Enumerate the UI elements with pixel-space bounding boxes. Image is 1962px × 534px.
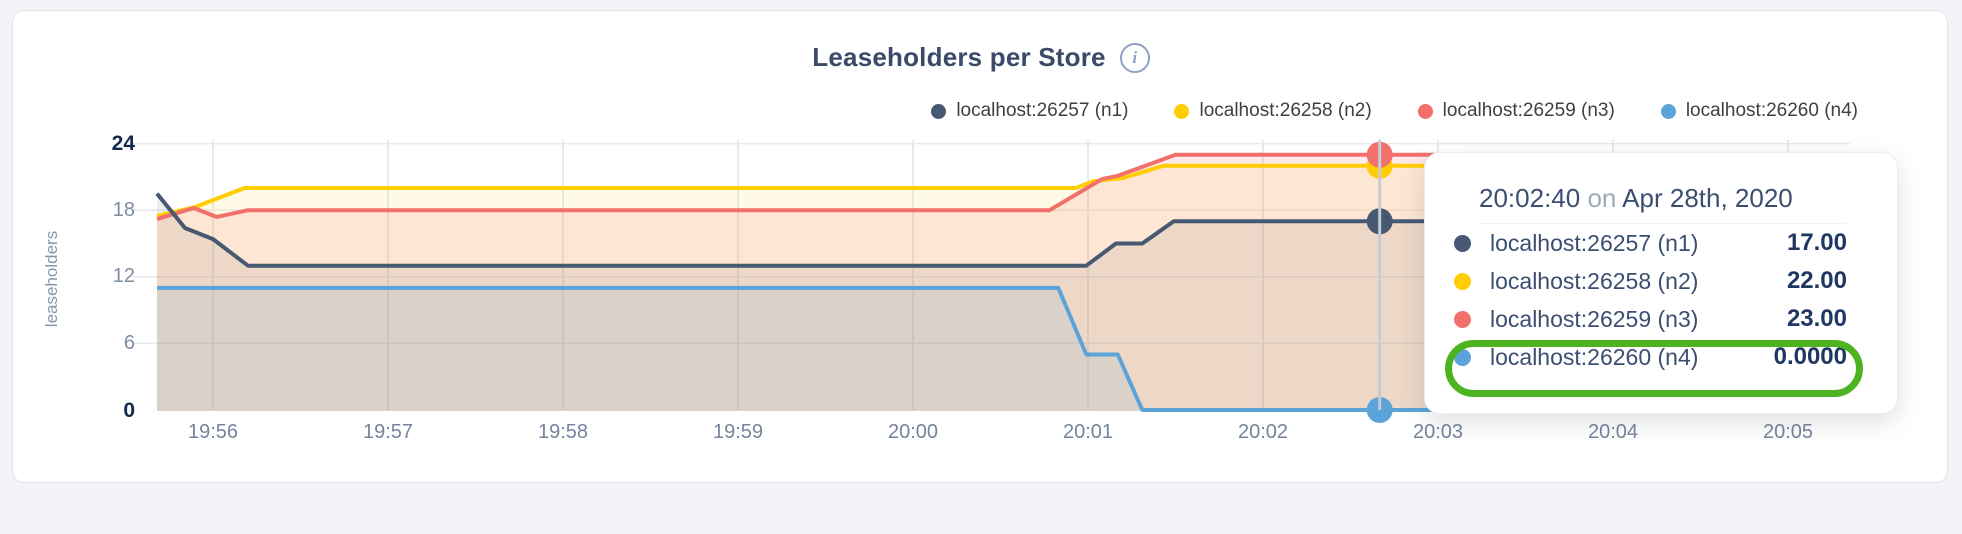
y-tick-0: 0: [123, 399, 135, 422]
series-name: localhost:26260 (n4): [1490, 343, 1699, 370]
legend-item-n1[interactable]: localhost:26257 (n1): [931, 100, 1128, 122]
line-n4: [157, 285, 1843, 412]
area-n3: [157, 154, 1843, 411]
tooltip-date: Apr 28th, 2020: [1622, 183, 1793, 213]
x-tick: 19:58: [537, 421, 589, 443]
series-color-dot-icon: [1454, 234, 1471, 252]
x-tick: 19:56: [187, 421, 239, 443]
series-value: 23.00: [1786, 305, 1847, 332]
y-tick-6: 6: [123, 332, 135, 354]
series-value: 0.0000: [1773, 343, 1847, 370]
tooltip-rows: localhost:26257 (n1) 17.00 localhost:262…: [1454, 224, 1847, 376]
legend-item-n2[interactable]: localhost:26258 (n2): [1174, 100, 1372, 122]
series-color-dot-icon: [1660, 103, 1676, 119]
series-value: 22.00: [1786, 267, 1847, 294]
series-color-dot-icon: [1417, 103, 1433, 119]
legend-label: localhost:26258 (n2): [1199, 100, 1372, 121]
legend-item-n4[interactable]: localhost:26260 (n4): [1660, 100, 1858, 122]
area-n4: [157, 287, 1843, 411]
y-tick-18: 18: [112, 199, 135, 221]
info-icon[interactable]: i: [1119, 42, 1150, 73]
legend-label: localhost:26257 (n1): [956, 100, 1129, 121]
legend: localhost:26257 (n1) localhost:26258 (n2…: [931, 100, 1858, 122]
y-tick-12: 12: [112, 265, 135, 287]
tooltip-row-n3: localhost:26259 (n3) 23.00: [1454, 300, 1847, 338]
legend-label: localhost:26260 (n4): [1685, 100, 1858, 121]
x-tick: 20:01: [1062, 421, 1114, 443]
x-tick: 20:03: [1412, 421, 1464, 443]
y-tick-24: 24: [111, 132, 135, 155]
tooltip-row-n2: localhost:26258 (n2) 22.00: [1454, 262, 1847, 300]
tooltip-row-n1: localhost:26257 (n1) 17.00: [1454, 224, 1847, 262]
series-name: localhost:26257 (n1): [1490, 229, 1699, 256]
series-color-dot-icon: [1454, 310, 1471, 328]
x-tick: 20:04: [1587, 421, 1639, 443]
tooltip-header: 20:02:40 on Apr 28th, 2020: [1479, 183, 1847, 224]
tooltip-row-n4: localhost:26260 (n4) 0.0000: [1454, 338, 1847, 376]
hover-tooltip: 20:02:40 on Apr 28th, 2020 localhost:262…: [1424, 152, 1898, 414]
series-color-dot-icon: [1454, 348, 1471, 366]
x-tick: 20:05: [1762, 421, 1814, 443]
chart-title: Leaseholders per Store: [812, 42, 1106, 72]
legend-label: localhost:26259 (n3): [1442, 100, 1615, 121]
line-n3: [156, 152, 1843, 222]
legend-item-n3[interactable]: localhost:26259 (n3): [1417, 100, 1615, 122]
x-tick: 19:59: [712, 421, 764, 443]
line-n2: [156, 163, 1843, 218]
line-n1: [155, 192, 1843, 268]
series-color-dot-icon: [931, 103, 947, 119]
series-value: 17.00: [1786, 229, 1847, 256]
tooltip-connector: on: [1587, 183, 1617, 213]
x-tick: 19:57: [362, 421, 414, 443]
series-color-dot-icon: [1174, 103, 1190, 119]
series-name: localhost:26258 (n2): [1490, 267, 1699, 294]
x-tick: 20:02: [1237, 421, 1289, 443]
chart-header: Leaseholders per Store i: [0, 42, 1962, 73]
area-n1: [157, 193, 1843, 411]
tooltip-time: 20:02:40: [1479, 183, 1581, 213]
y-axis-label: leaseholders: [42, 230, 61, 328]
series-name: localhost:26259 (n3): [1490, 305, 1699, 332]
x-tick: 20:00: [887, 421, 939, 443]
series-color-dot-icon: [1454, 272, 1471, 290]
